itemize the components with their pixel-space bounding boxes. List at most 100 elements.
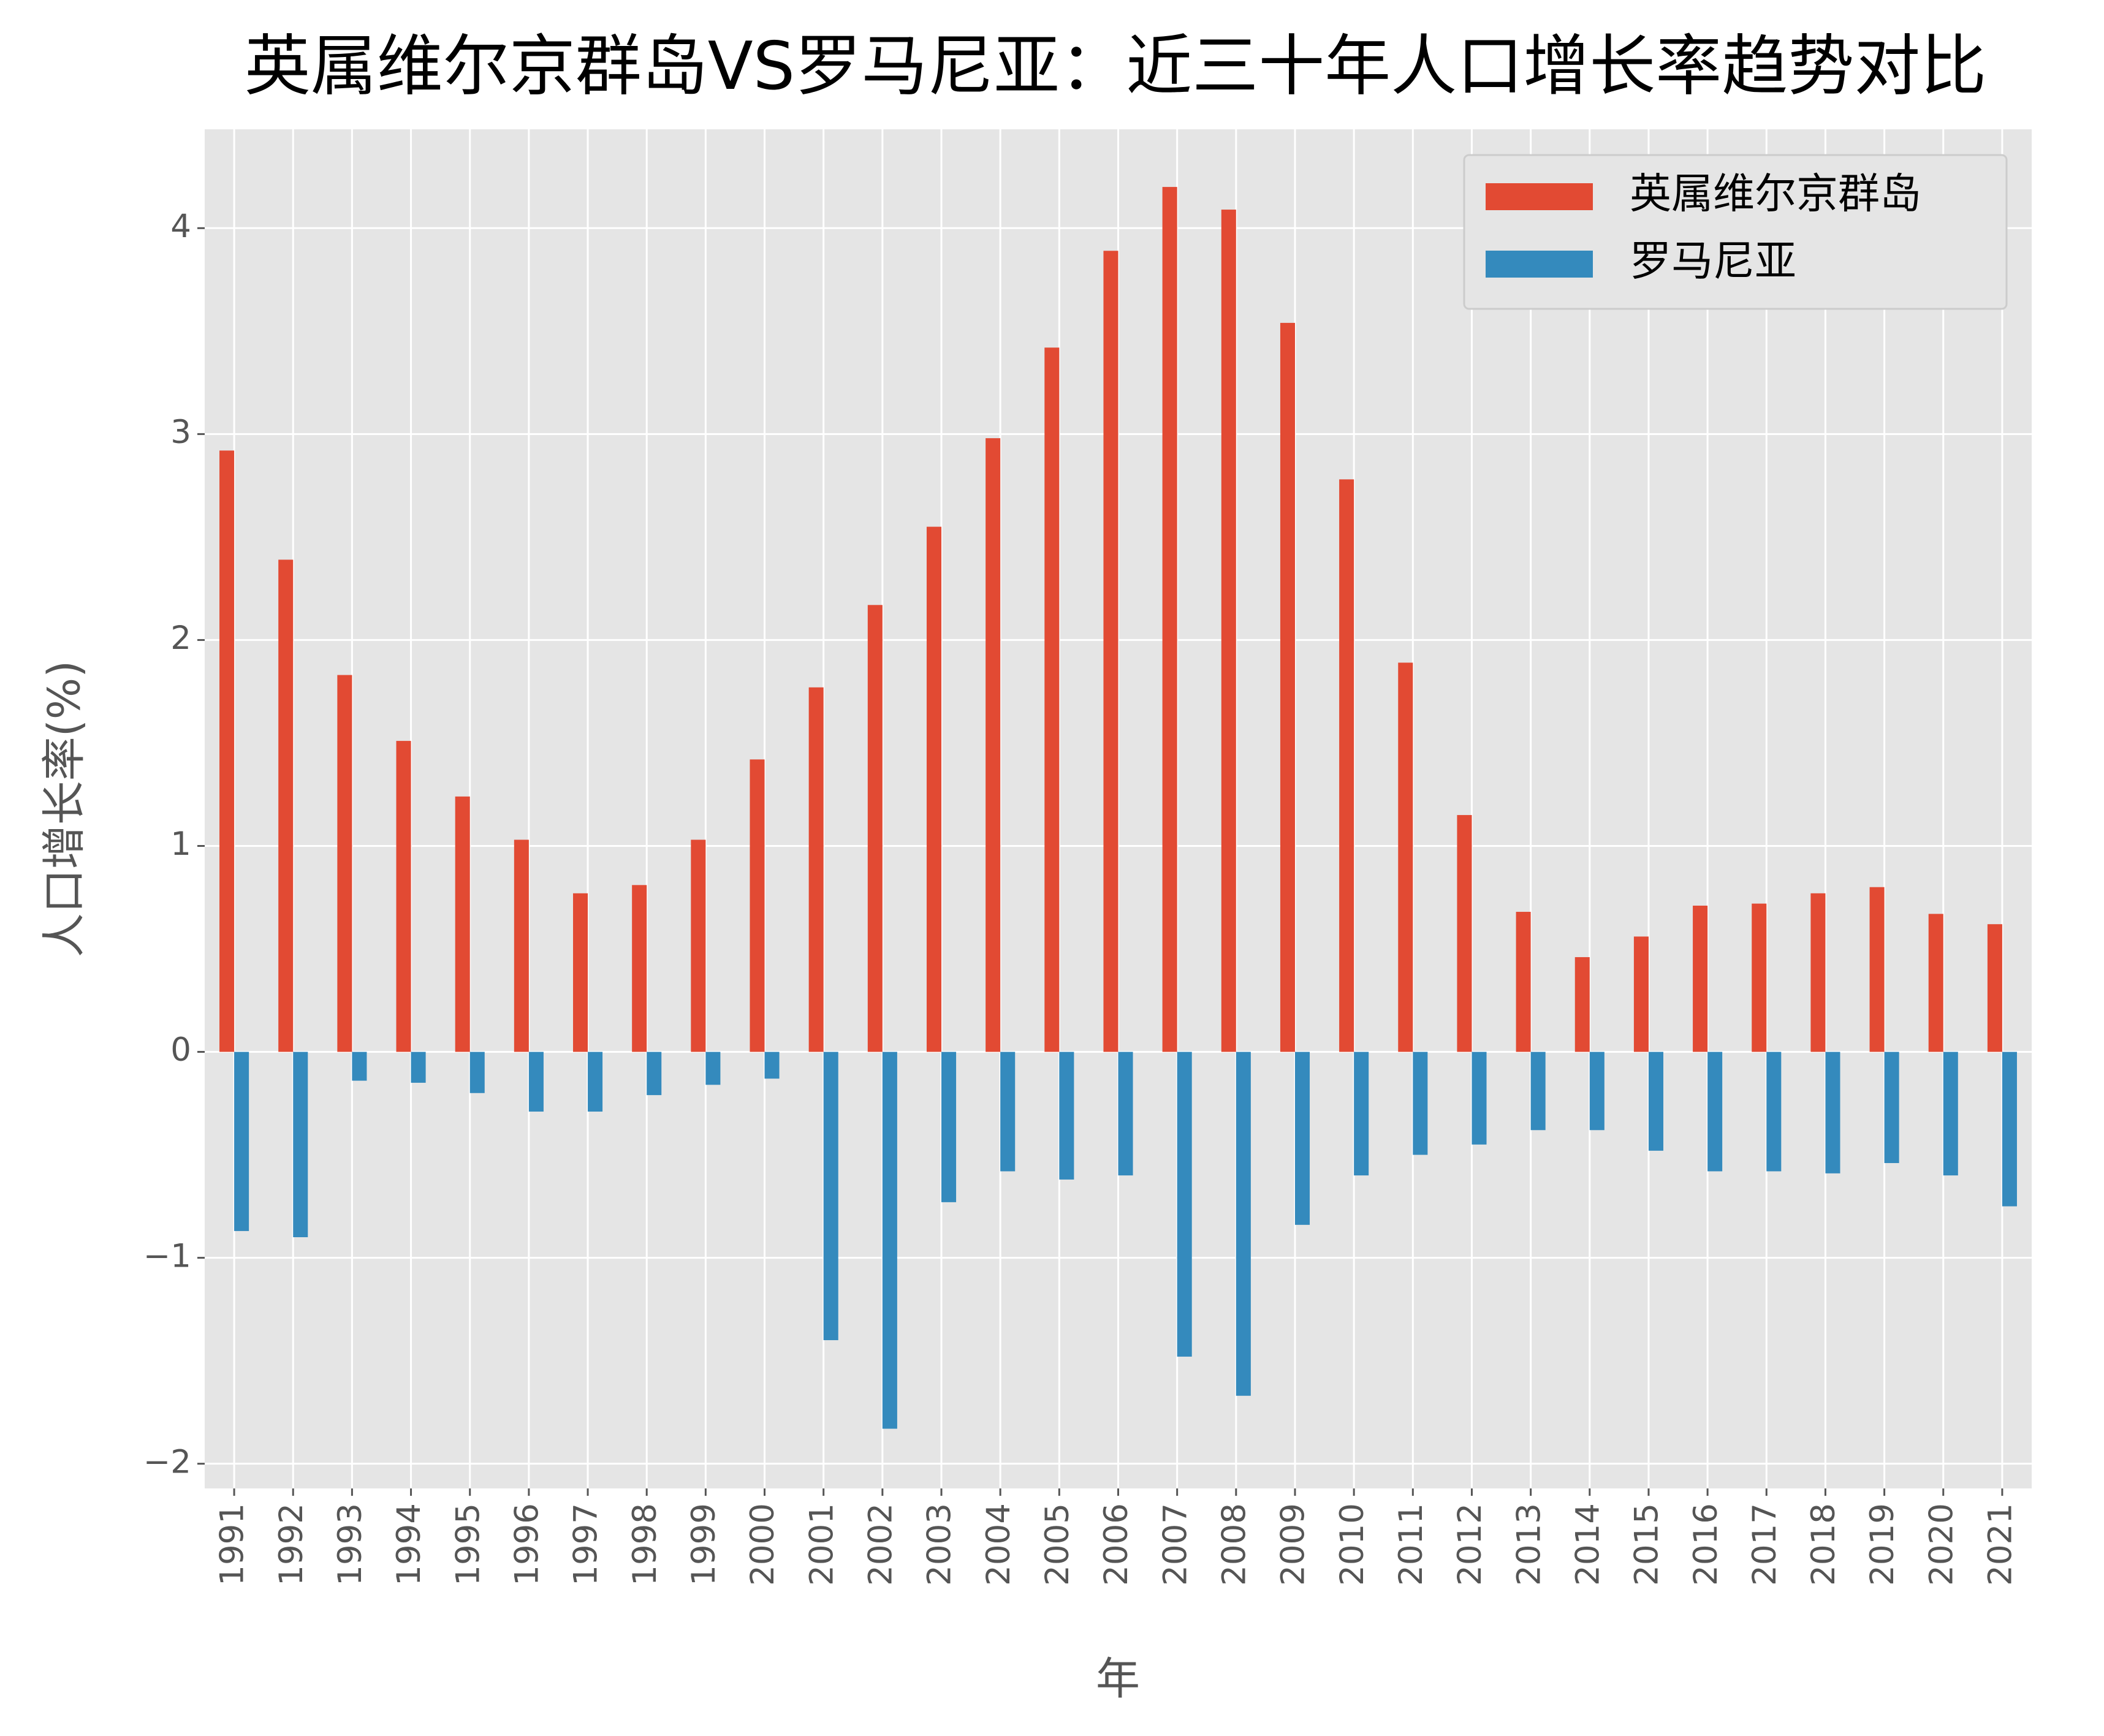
bar <box>1633 936 1649 1052</box>
legend-box <box>1463 154 2008 310</box>
bar <box>1825 1052 1840 1173</box>
bar <box>986 438 1001 1052</box>
bar <box>219 450 235 1052</box>
y-tick-label: 2 <box>170 620 191 657</box>
bar <box>469 1052 485 1093</box>
bar <box>573 893 588 1052</box>
bar <box>1177 1052 1192 1357</box>
bar <box>1530 1052 1546 1131</box>
x-tick-label: 2011 <box>1392 1503 1430 1586</box>
y-tick-label: 1 <box>170 825 191 863</box>
bar <box>1280 322 1295 1052</box>
bar <box>1294 1052 1310 1225</box>
bar <box>1044 347 1060 1052</box>
bar <box>337 675 352 1052</box>
bar <box>1884 1052 1899 1164</box>
bar <box>1413 1052 1428 1155</box>
legend-label: 英属维尔京群岛 <box>1630 170 1921 219</box>
bar <box>1103 251 1118 1052</box>
x-tick-label: 2006 <box>1098 1503 1135 1586</box>
bar <box>352 1052 367 1081</box>
bar <box>1221 210 1236 1052</box>
bar <box>1472 1052 1487 1145</box>
legend-swatch <box>1486 251 1593 278</box>
bar <box>1398 662 1413 1052</box>
bar <box>1869 887 1885 1052</box>
y-axis-label: 人口增长率(%) <box>39 661 90 958</box>
bar <box>926 526 942 1052</box>
bar <box>647 1052 662 1096</box>
bar <box>1162 187 1177 1052</box>
x-axis-label: 年 <box>1096 1653 1140 1705</box>
bar <box>293 1052 308 1238</box>
bar <box>750 759 765 1052</box>
x-tick-label: 2016 <box>1687 1503 1725 1586</box>
bar <box>1987 924 2002 1052</box>
chart-title: 英属维尔京群岛VS罗马尼亚：近三十年人口增长率趋势对比 <box>245 28 1986 105</box>
bar <box>1589 1052 1605 1131</box>
bar <box>1354 1052 1369 1176</box>
bar <box>1707 1052 1723 1172</box>
x-tick-label: 1995 <box>449 1503 487 1586</box>
bar <box>1766 1052 1782 1172</box>
x-tick-label: 2015 <box>1628 1503 1666 1586</box>
bar <box>588 1052 603 1112</box>
y-tick-label: −2 <box>143 1443 191 1480</box>
x-tick-label: 1999 <box>685 1503 723 1586</box>
bar <box>234 1052 249 1231</box>
bar <box>1752 903 1767 1052</box>
legend-swatch <box>1486 183 1593 210</box>
bar <box>764 1052 780 1079</box>
x-tick-label: 2021 <box>1982 1503 2019 1586</box>
bar <box>1000 1052 1016 1172</box>
bar <box>278 559 294 1052</box>
x-tick-label: 2004 <box>980 1503 1017 1586</box>
bar <box>808 687 824 1052</box>
x-tick-label: 2008 <box>1215 1503 1253 1586</box>
bar <box>1236 1052 1251 1396</box>
x-tick-label: 2019 <box>1864 1503 1901 1586</box>
bar <box>514 840 529 1052</box>
x-tick-label: 2017 <box>1746 1503 1783 1586</box>
bar <box>1928 914 1943 1052</box>
x-tick-label: 2007 <box>1156 1503 1194 1586</box>
bar <box>1059 1052 1074 1180</box>
y-tick-label: 0 <box>170 1031 191 1069</box>
x-tick-label: 2020 <box>1923 1503 1960 1586</box>
bar <box>941 1052 957 1202</box>
x-tick-label: 2013 <box>1510 1503 1548 1586</box>
x-tick-label: 1997 <box>568 1503 605 1586</box>
x-tick-label: 1992 <box>273 1503 310 1586</box>
bar <box>1339 479 1354 1052</box>
bar <box>1943 1052 1958 1176</box>
bar <box>867 605 883 1052</box>
x-tick-label: 2003 <box>921 1503 959 1586</box>
bar <box>1118 1052 1133 1176</box>
x-tick-label: 1993 <box>332 1503 369 1586</box>
x-tick-label: 2018 <box>1805 1503 1842 1586</box>
bar <box>705 1052 721 1085</box>
x-tick-label: 1998 <box>626 1503 664 1586</box>
bar <box>823 1052 838 1341</box>
bar <box>1574 957 1590 1052</box>
bar <box>1457 815 1472 1052</box>
bar <box>1648 1052 1663 1151</box>
x-tick-label: 1996 <box>509 1503 546 1586</box>
bar <box>632 885 647 1052</box>
x-tick-label: 2014 <box>1569 1503 1606 1586</box>
x-tick-label: 1994 <box>390 1503 428 1586</box>
x-tick-label: 2000 <box>744 1503 781 1586</box>
y-tick-label: 4 <box>170 208 191 245</box>
bar <box>1516 912 1531 1052</box>
bar <box>455 796 470 1052</box>
bar <box>882 1052 897 1429</box>
x-tick-label: 1991 <box>214 1503 251 1586</box>
bar <box>2002 1052 2017 1207</box>
bar <box>528 1052 544 1112</box>
x-tick-label: 2001 <box>803 1503 840 1586</box>
bar <box>396 741 411 1052</box>
x-tick-label: 2010 <box>1334 1503 1371 1586</box>
y-tick-label: 3 <box>170 414 191 451</box>
bar <box>691 840 706 1052</box>
